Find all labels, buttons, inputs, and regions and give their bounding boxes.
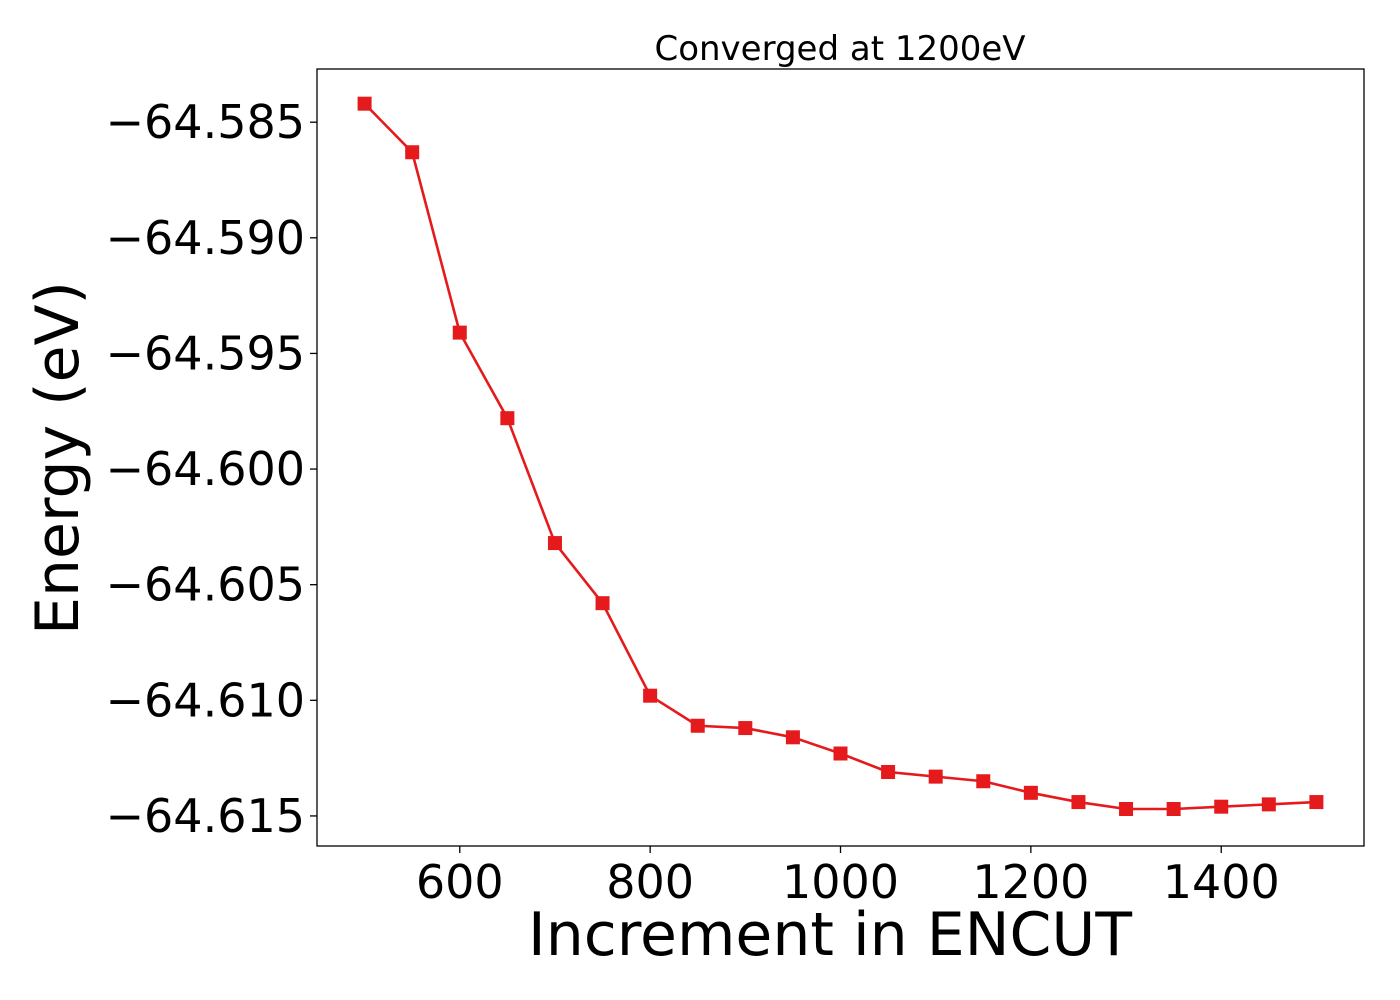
data-point xyxy=(928,769,943,784)
y-tick-label: −64.600 xyxy=(106,442,306,496)
data-point xyxy=(1119,802,1134,816)
data-point xyxy=(357,96,372,111)
plot-area xyxy=(316,68,1365,847)
y-tick-label: −64.595 xyxy=(106,326,306,380)
x-tick-label: 1200 xyxy=(972,855,1089,909)
x-tick-label: 1000 xyxy=(782,855,899,909)
data-point xyxy=(976,774,991,789)
data-point xyxy=(1214,799,1229,814)
y-axis: −64.585 −64.590 −64.595 −64.600 −64.605 −64.6… xyxy=(106,95,317,843)
data-point xyxy=(738,721,753,736)
data-point xyxy=(1309,795,1324,810)
data-point xyxy=(1166,802,1181,816)
data-point xyxy=(643,688,658,703)
data-point xyxy=(690,718,705,733)
chart-title: Converged at 1200eV xyxy=(654,29,1025,69)
data-point xyxy=(1261,797,1276,812)
y-tick-label: −64.615 xyxy=(106,789,306,843)
data-point xyxy=(405,145,420,160)
x-tick-label: 600 xyxy=(416,855,504,909)
data-point xyxy=(452,325,467,340)
x-axis: 600 800 1000 1200 1400 xyxy=(416,846,1280,909)
data-point xyxy=(785,730,800,745)
y-tick-label: −64.610 xyxy=(106,673,306,727)
data-point xyxy=(1023,785,1038,800)
data-point xyxy=(881,765,896,779)
x-axis-label: Increment in ENCUT xyxy=(528,900,1132,970)
data-point xyxy=(595,596,610,611)
data-point xyxy=(1071,795,1086,810)
data-point xyxy=(500,411,515,426)
y-tick-label: −64.590 xyxy=(106,211,306,265)
y-tick-label: −64.605 xyxy=(106,558,306,612)
data-point xyxy=(833,746,848,761)
y-axis-label: Energy (eV) xyxy=(23,281,93,635)
series-layer xyxy=(357,96,1324,816)
x-tick-label: 1400 xyxy=(1163,855,1280,909)
x-tick-label: 800 xyxy=(606,855,694,909)
y-tick-label: −64.585 xyxy=(106,95,306,149)
data-point xyxy=(547,536,562,551)
